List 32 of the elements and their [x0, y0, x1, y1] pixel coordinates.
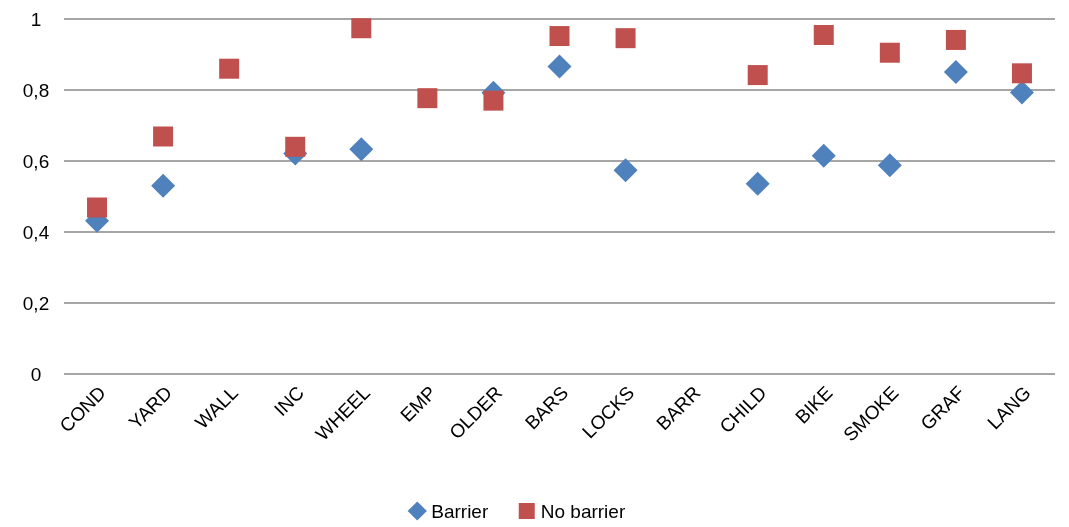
- point: [547, 54, 572, 79]
- legend-label: Barrier: [431, 500, 489, 522]
- point: [1009, 80, 1034, 105]
- point: [613, 158, 638, 183]
- point: [813, 24, 834, 45]
- y-tick-label: 0,4: [22, 221, 50, 243]
- point: [153, 126, 174, 147]
- point: [615, 28, 636, 49]
- point: [219, 58, 240, 79]
- point: [745, 171, 770, 196]
- point: [483, 90, 504, 111]
- y-tick-label: 0,8: [22, 79, 50, 101]
- point: [351, 18, 372, 39]
- point: [877, 153, 902, 178]
- y-tick-label: 0: [30, 363, 42, 385]
- point: [349, 137, 374, 162]
- point: [417, 88, 438, 109]
- point: [285, 136, 306, 157]
- point: [747, 65, 768, 86]
- point: [549, 26, 570, 47]
- point: [1011, 63, 1032, 84]
- legend-label: No barrier: [540, 500, 626, 522]
- y-tick-label: 1: [30, 8, 42, 30]
- y-tick-label: 0,2: [22, 292, 50, 314]
- x-tick-label: INC: [270, 381, 309, 420]
- point: [87, 197, 108, 218]
- point: [151, 173, 176, 198]
- point: [943, 59, 968, 84]
- y-tick-label: 0,6: [22, 150, 50, 172]
- point: [811, 143, 836, 168]
- point: [879, 42, 900, 63]
- point: [945, 29, 966, 50]
